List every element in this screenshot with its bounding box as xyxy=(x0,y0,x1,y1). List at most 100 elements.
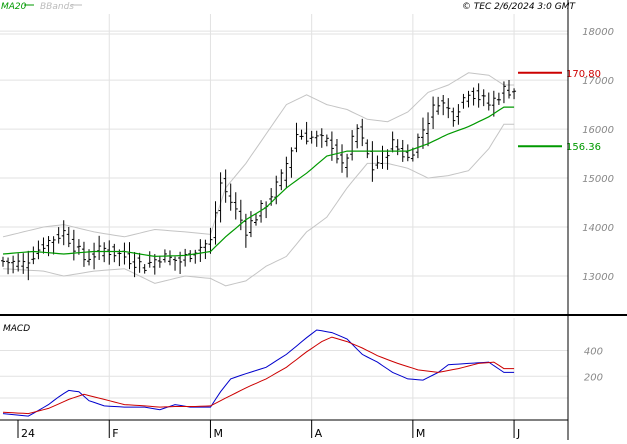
price-grid xyxy=(0,14,568,313)
ohlc-bar xyxy=(431,96,436,129)
ohlc-bar xyxy=(6,257,11,275)
price-tick-label: 16000 xyxy=(582,125,614,136)
ohlc-bar xyxy=(309,130,314,144)
ohlc-bar xyxy=(446,98,451,119)
ohlc-bar xyxy=(132,252,137,278)
ohlc-bar xyxy=(350,130,355,161)
ohlc-bar xyxy=(289,147,294,178)
ohlc-bar xyxy=(198,239,203,262)
ohlc-bar xyxy=(481,89,486,107)
ohlc-bar xyxy=(365,139,370,159)
ohlc-bar xyxy=(501,81,506,104)
ohlc-bar xyxy=(415,133,420,159)
price-tick-label: 15000 xyxy=(582,174,614,185)
ohlc-bar xyxy=(56,227,61,244)
ohlc-bar xyxy=(395,139,400,156)
ohlc-bar xyxy=(157,255,162,268)
ohlc-bar xyxy=(340,144,345,173)
ohlc-bar xyxy=(51,236,56,255)
ohlc-bar xyxy=(512,88,517,100)
ohlc-bar xyxy=(294,122,299,153)
x-month-label: F xyxy=(112,427,118,440)
ohlc-bar xyxy=(97,235,102,260)
ohlc-bar xyxy=(31,246,36,265)
macd-series-line xyxy=(2,336,515,415)
ohlc-bar xyxy=(238,199,243,231)
ohlc-bar xyxy=(461,93,466,109)
macd-title: MACD xyxy=(3,324,30,334)
ohlc-bar xyxy=(405,144,410,162)
ohlc-bar xyxy=(259,200,264,223)
ohlc-bar xyxy=(228,183,233,211)
macd-lines xyxy=(2,329,515,417)
x-month-label: A xyxy=(315,427,323,440)
ohlc-bar xyxy=(92,242,97,270)
price-tick-label: 18000 xyxy=(582,27,614,38)
ohlc-bar xyxy=(254,213,258,226)
bband-upper-line xyxy=(2,72,515,238)
ohlc-bar xyxy=(21,253,26,274)
ma20-polyline xyxy=(2,106,515,258)
ohlc-bar xyxy=(324,134,329,147)
ohlc-bar xyxy=(314,130,319,147)
ohlc-bar xyxy=(147,251,152,268)
ohlc-bar xyxy=(218,172,223,223)
macd-tick-label: 400 xyxy=(584,347,603,358)
ohlc-bar xyxy=(117,249,122,267)
ohlc-bar xyxy=(385,149,390,170)
ohlc-bar xyxy=(142,264,147,274)
ohlc-bar xyxy=(213,201,218,245)
ohlc-bar xyxy=(188,250,193,263)
ohlc-bar xyxy=(496,92,501,105)
ohlc-bar xyxy=(486,92,491,111)
ohlc-bar xyxy=(491,90,496,117)
x-axis-labels: 24 F M A M J xyxy=(17,420,520,440)
price-levels: 170.80 156.36 xyxy=(518,69,601,153)
ohlc-bar xyxy=(390,131,395,153)
ohlc-bar xyxy=(36,240,41,260)
ohlc-bar xyxy=(233,192,238,220)
macd-tick-label: 200 xyxy=(584,372,603,383)
x-month-label: J xyxy=(516,427,520,440)
ohlc-bar xyxy=(345,153,350,178)
ohlc-bar xyxy=(102,242,107,263)
ohlc-bar xyxy=(451,107,456,127)
ohlc-bar xyxy=(81,241,86,267)
ohlc-bar xyxy=(304,121,309,145)
ohlc-bar xyxy=(112,243,117,263)
ohlc-bar xyxy=(223,169,228,203)
copyright-text: © TEC 2/6/2024 3:0 GMT xyxy=(462,2,577,12)
ohlc-bar xyxy=(507,79,511,99)
ohlc-bars xyxy=(1,79,517,281)
ohlc-bar xyxy=(11,255,16,274)
ohlc-bar xyxy=(16,253,21,272)
price-level-label: 170.80 xyxy=(566,69,601,80)
macd-grid xyxy=(0,318,568,420)
x-month-label: M xyxy=(213,427,223,440)
price-tick-label: 17000 xyxy=(582,76,614,87)
ohlc-bar xyxy=(1,256,5,267)
ma20-line xyxy=(2,106,515,258)
ohlc-bar xyxy=(173,256,178,271)
ohlc-bar xyxy=(466,90,471,108)
x-month-label: 24 xyxy=(21,427,35,440)
ohlc-bar xyxy=(284,156,289,189)
ohlc-bar xyxy=(183,248,188,267)
legend-bbands: BBands xyxy=(40,2,74,12)
header-legend: MA20 BBands © TEC 2/6/2024 3:0 GMT xyxy=(1,2,577,12)
price-tick-label: 13000 xyxy=(582,272,614,283)
ohlc-bar xyxy=(61,220,66,246)
ohlc-bar xyxy=(127,242,132,270)
ohlc-bar xyxy=(456,104,461,125)
ohlc-bar xyxy=(71,229,76,261)
ohlc-bar xyxy=(441,94,446,116)
ohlc-bar xyxy=(476,83,481,108)
price-level-label: 156.36 xyxy=(566,142,601,153)
legend-ma20: MA20 xyxy=(1,2,27,12)
ohlc-bar xyxy=(248,211,253,238)
ohlc-bar xyxy=(208,227,213,254)
y-axis-labels: 13000 14000 15000 16000 17000 18000 200 400 xyxy=(582,27,614,383)
ohlc-bar xyxy=(436,96,441,115)
ohlc-bar xyxy=(420,117,425,149)
